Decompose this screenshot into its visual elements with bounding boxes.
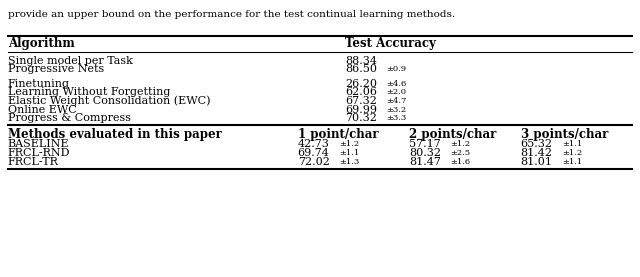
Text: 81.01: 81.01: [521, 157, 553, 166]
Text: 80.32: 80.32: [409, 148, 441, 158]
Text: FRCL-TR: FRCL-TR: [8, 157, 59, 166]
Text: ±2.5: ±2.5: [451, 149, 470, 157]
Text: 42.73: 42.73: [298, 139, 330, 149]
Text: 57.17: 57.17: [409, 139, 441, 149]
Text: ±1.6: ±1.6: [451, 158, 470, 166]
Text: ±1.2: ±1.2: [339, 140, 359, 148]
Text: 62.06: 62.06: [346, 88, 378, 98]
Text: 88.34: 88.34: [346, 56, 378, 66]
Text: 67.32: 67.32: [346, 96, 378, 106]
Text: ±0.9: ±0.9: [387, 65, 406, 73]
Text: ±1.1: ±1.1: [339, 149, 359, 157]
Text: 86.50: 86.50: [346, 64, 378, 75]
Text: Elastic Weight Consolidation (EWC): Elastic Weight Consolidation (EWC): [8, 96, 211, 106]
Text: BASELINE: BASELINE: [8, 139, 69, 149]
Text: 65.32: 65.32: [521, 139, 553, 149]
Text: Finetuning: Finetuning: [8, 79, 70, 89]
Text: ±3.2: ±3.2: [387, 106, 406, 114]
Text: ±1.1: ±1.1: [562, 158, 582, 166]
Text: ±3.3: ±3.3: [387, 114, 407, 122]
Text: Algorithm: Algorithm: [8, 37, 74, 50]
Text: 69.99: 69.99: [346, 105, 378, 115]
Text: Progressive Nets: Progressive Nets: [8, 64, 104, 75]
Text: 72.02: 72.02: [298, 157, 330, 166]
Text: 69.74: 69.74: [298, 148, 330, 158]
Text: 1 point/char: 1 point/char: [298, 129, 378, 142]
Text: Learning Without Forgetting: Learning Without Forgetting: [8, 88, 170, 98]
Text: ±1.1: ±1.1: [562, 140, 582, 148]
Text: ±1.2: ±1.2: [451, 140, 470, 148]
Text: Progress & Compress: Progress & Compress: [8, 114, 131, 124]
Text: ±4.6: ±4.6: [387, 80, 407, 88]
Text: ±1.2: ±1.2: [562, 149, 582, 157]
Text: 81.47: 81.47: [409, 157, 441, 166]
Text: 3 points/char: 3 points/char: [521, 129, 608, 142]
Text: ±4.7: ±4.7: [387, 97, 407, 105]
Text: 70.32: 70.32: [346, 114, 378, 124]
Text: Test Accuracy: Test Accuracy: [346, 37, 436, 50]
Text: 2 points/char: 2 points/char: [409, 129, 497, 142]
Text: FRCL-RND: FRCL-RND: [8, 148, 70, 158]
Text: Single model per Task: Single model per Task: [8, 56, 132, 66]
Text: 26.20: 26.20: [346, 79, 378, 89]
Text: Online EWC: Online EWC: [8, 105, 77, 115]
Text: Methods evaluated in this paper: Methods evaluated in this paper: [8, 129, 221, 142]
Text: ±1.3: ±1.3: [339, 158, 359, 166]
Text: provide an upper bound on the performance for the test continual learning method: provide an upper bound on the performanc…: [8, 10, 455, 19]
Text: ±2.0: ±2.0: [387, 88, 406, 96]
Text: 81.42: 81.42: [521, 148, 553, 158]
